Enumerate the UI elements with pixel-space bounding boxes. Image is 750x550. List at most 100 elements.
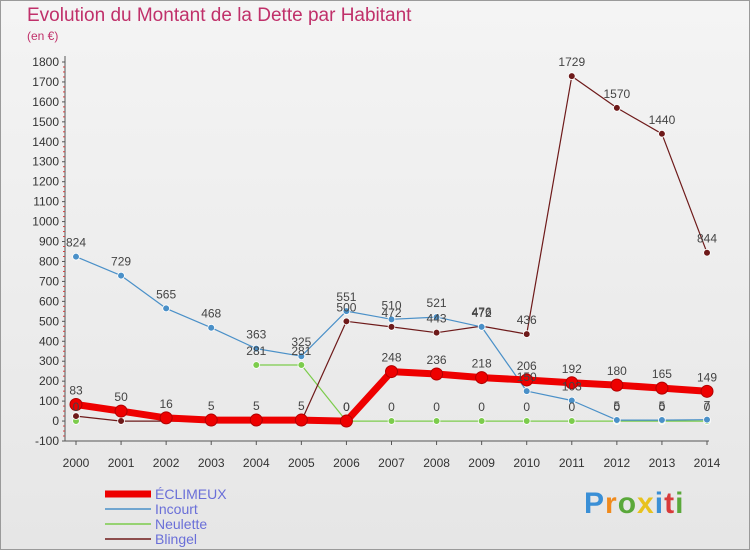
data-label: 844 bbox=[697, 232, 717, 246]
logo-letter: x bbox=[637, 487, 655, 520]
x-tick-label: 2001 bbox=[108, 456, 135, 470]
data-label: 1570 bbox=[604, 87, 631, 101]
data-label: 729 bbox=[111, 255, 131, 269]
data-label: 5 bbox=[659, 399, 666, 413]
data-label: 0 bbox=[388, 400, 395, 414]
data-label: 281 bbox=[246, 344, 266, 358]
x-tick-label: 2009 bbox=[468, 456, 495, 470]
data-label: 5 bbox=[208, 399, 215, 413]
data-point bbox=[297, 361, 306, 369]
y-tick-label: 600 bbox=[39, 294, 59, 308]
data-label: 103 bbox=[562, 380, 582, 394]
logo-letter: t bbox=[664, 487, 676, 520]
data-label: 363 bbox=[246, 328, 266, 342]
data-point bbox=[387, 323, 396, 331]
y-tick-label: 1300 bbox=[32, 155, 59, 169]
data-point bbox=[204, 413, 218, 427]
y-tick-label: 200 bbox=[39, 374, 59, 388]
y-tick-label: 400 bbox=[39, 334, 59, 348]
data-point bbox=[700, 384, 714, 398]
data-label: 1729 bbox=[558, 55, 585, 69]
data-point bbox=[297, 352, 306, 361]
data-label: 149 bbox=[697, 370, 717, 384]
series-line bbox=[75, 256, 708, 421]
data-label: 824 bbox=[66, 236, 86, 250]
data-label: 0 bbox=[614, 400, 621, 414]
data-point bbox=[703, 248, 711, 257]
y-tick-label: 1400 bbox=[32, 135, 59, 149]
data-point bbox=[72, 412, 80, 420]
data-point bbox=[522, 417, 531, 425]
data-point bbox=[522, 387, 531, 395]
chart-title: Evolution du Montant de la Dette par Hab… bbox=[27, 5, 412, 26]
x-tick-label: 2006 bbox=[333, 456, 360, 470]
x-tick-label: 2005 bbox=[288, 456, 315, 470]
data-label: 521 bbox=[427, 296, 447, 310]
data-label: 0 bbox=[704, 400, 711, 414]
data-label: 248 bbox=[381, 351, 401, 365]
logo-letter: r bbox=[605, 487, 618, 520]
data-label: 436 bbox=[517, 313, 537, 327]
data-label: 83 bbox=[69, 383, 83, 397]
data-label: 325 bbox=[291, 335, 311, 349]
data-label: 5 bbox=[614, 399, 621, 413]
data-label: 150 bbox=[517, 370, 537, 384]
data-label: 443 bbox=[427, 312, 447, 326]
chart-subtitle: (en €) bbox=[27, 29, 59, 43]
data-point bbox=[567, 72, 576, 80]
data-point bbox=[162, 304, 170, 313]
y-tick-label: -100 bbox=[35, 434, 59, 448]
data-label: 165 bbox=[652, 367, 672, 381]
data-label: 0 bbox=[343, 400, 350, 414]
data-point bbox=[432, 313, 441, 321]
data-point bbox=[69, 397, 83, 411]
logo-letter: o bbox=[617, 487, 638, 520]
y-tick-label: 1200 bbox=[32, 175, 59, 189]
data-point bbox=[117, 417, 125, 425]
y-tick-label: 1800 bbox=[32, 55, 59, 69]
data-label: 281 bbox=[291, 344, 311, 358]
x-tick-label: 2014 bbox=[694, 456, 721, 470]
data-point bbox=[430, 367, 444, 381]
data-label: 0 bbox=[478, 400, 485, 414]
series-incourt bbox=[72, 252, 711, 424]
y-tick-label: 1000 bbox=[32, 215, 59, 229]
data-label: 16 bbox=[159, 397, 173, 411]
data-label: 5 bbox=[298, 399, 305, 413]
data-label: 0 bbox=[433, 400, 440, 414]
data-point bbox=[610, 378, 624, 392]
proxiti-logo: Proxiti bbox=[584, 487, 684, 521]
data-point bbox=[387, 315, 396, 324]
data-label: 180 bbox=[607, 364, 627, 378]
y-tick-label: 1100 bbox=[33, 195, 59, 209]
y-tick-label: 800 bbox=[39, 254, 59, 268]
data-label: 0 bbox=[568, 400, 575, 414]
x-tick-label: 2008 bbox=[423, 456, 450, 470]
data-label: 0 bbox=[73, 400, 80, 414]
x-tick-label: 2010 bbox=[513, 456, 540, 470]
y-tick-label: 300 bbox=[39, 354, 59, 368]
data-point bbox=[342, 307, 351, 315]
data-point bbox=[522, 330, 531, 338]
data-point bbox=[658, 416, 666, 424]
data-point bbox=[520, 373, 534, 387]
data-point bbox=[432, 417, 441, 425]
y-tick-label: 1600 bbox=[32, 95, 59, 109]
data-point bbox=[567, 396, 576, 405]
x-tick-label: 2013 bbox=[649, 456, 676, 470]
data-point bbox=[252, 344, 261, 353]
y-tick-label: 500 bbox=[39, 314, 59, 328]
data-point bbox=[567, 417, 576, 425]
logo-letter: i bbox=[654, 487, 665, 520]
legend-label: Incourt bbox=[155, 501, 198, 517]
x-tick-label: 2000 bbox=[63, 456, 90, 470]
y-tick-label: 100 bbox=[39, 394, 59, 408]
data-label: 472 bbox=[472, 306, 492, 320]
x-tick-label: 2007 bbox=[378, 456, 405, 470]
x-tick-label: 2011 bbox=[559, 456, 585, 470]
legend-label: Blingel bbox=[155, 531, 197, 547]
data-label: 50 bbox=[114, 390, 128, 404]
